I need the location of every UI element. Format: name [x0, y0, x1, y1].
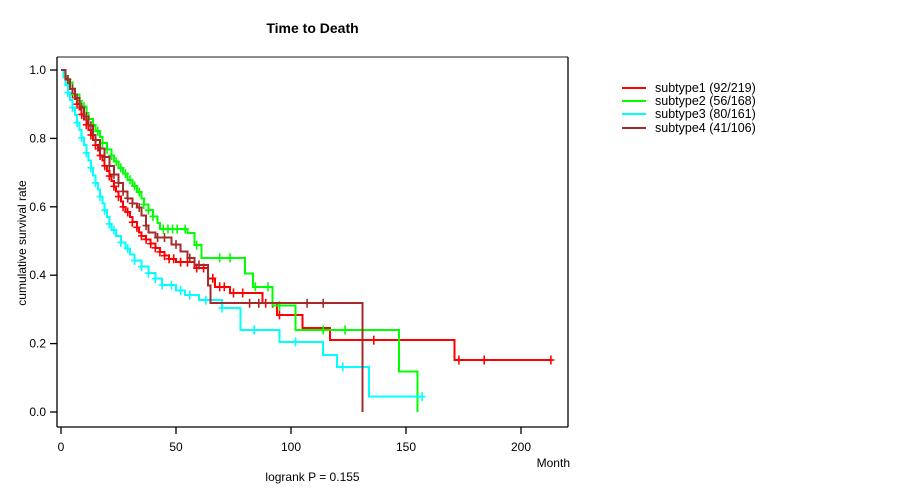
legend-label: subtype4 (41/106) — [655, 120, 756, 135]
y-tick-label: 1.0 — [29, 63, 46, 77]
y-tick-label: 0.2 — [29, 337, 46, 351]
x-tick-label: 0 — [58, 440, 65, 454]
logrank-p-value: logrank P = 0.155 — [265, 470, 360, 484]
legend-label: subtype3 (80/161) — [655, 107, 756, 122]
legend-item-subtype3: subtype3 (80/161) — [622, 107, 756, 122]
series-curve-subtype4 — [61, 69, 364, 412]
legend-line-swatch — [622, 113, 646, 116]
y-tick-label: 0.4 — [29, 268, 46, 282]
x-tick-label: 150 — [396, 440, 416, 454]
legend-item-subtype1: subtype1 (92/219) — [622, 80, 756, 95]
x-tick-label: 200 — [511, 440, 531, 454]
legend-label: subtype1 (92/219) — [655, 80, 756, 95]
legend-item-subtype4: subtype4 (41/106) — [622, 120, 756, 135]
y-tick-label: 0.0 — [29, 405, 46, 419]
series-curve-subtype1 — [61, 69, 551, 362]
legend-label: subtype2 (56/168) — [655, 94, 756, 109]
legend-line-swatch — [622, 86, 646, 89]
x-axis-title: Month — [536, 456, 570, 470]
x-tick-label: 50 — [169, 440, 183, 454]
series-curve-subtype2 — [61, 69, 419, 412]
series-curve-subtype3 — [61, 69, 423, 398]
legend: subtype1 (92/219) subtype2 (56/168) subtyp… — [622, 81, 756, 135]
legend-item-subtype2: subtype2 (56/168) — [622, 94, 756, 109]
x-tick-label: 100 — [281, 440, 301, 454]
y-tick-label: 0.6 — [29, 200, 46, 214]
y-tick-label: 0.8 — [29, 131, 46, 145]
legend-line-swatch — [622, 126, 646, 129]
plot-title: Time to Death — [266, 20, 359, 36]
legend-line-swatch — [622, 100, 646, 103]
